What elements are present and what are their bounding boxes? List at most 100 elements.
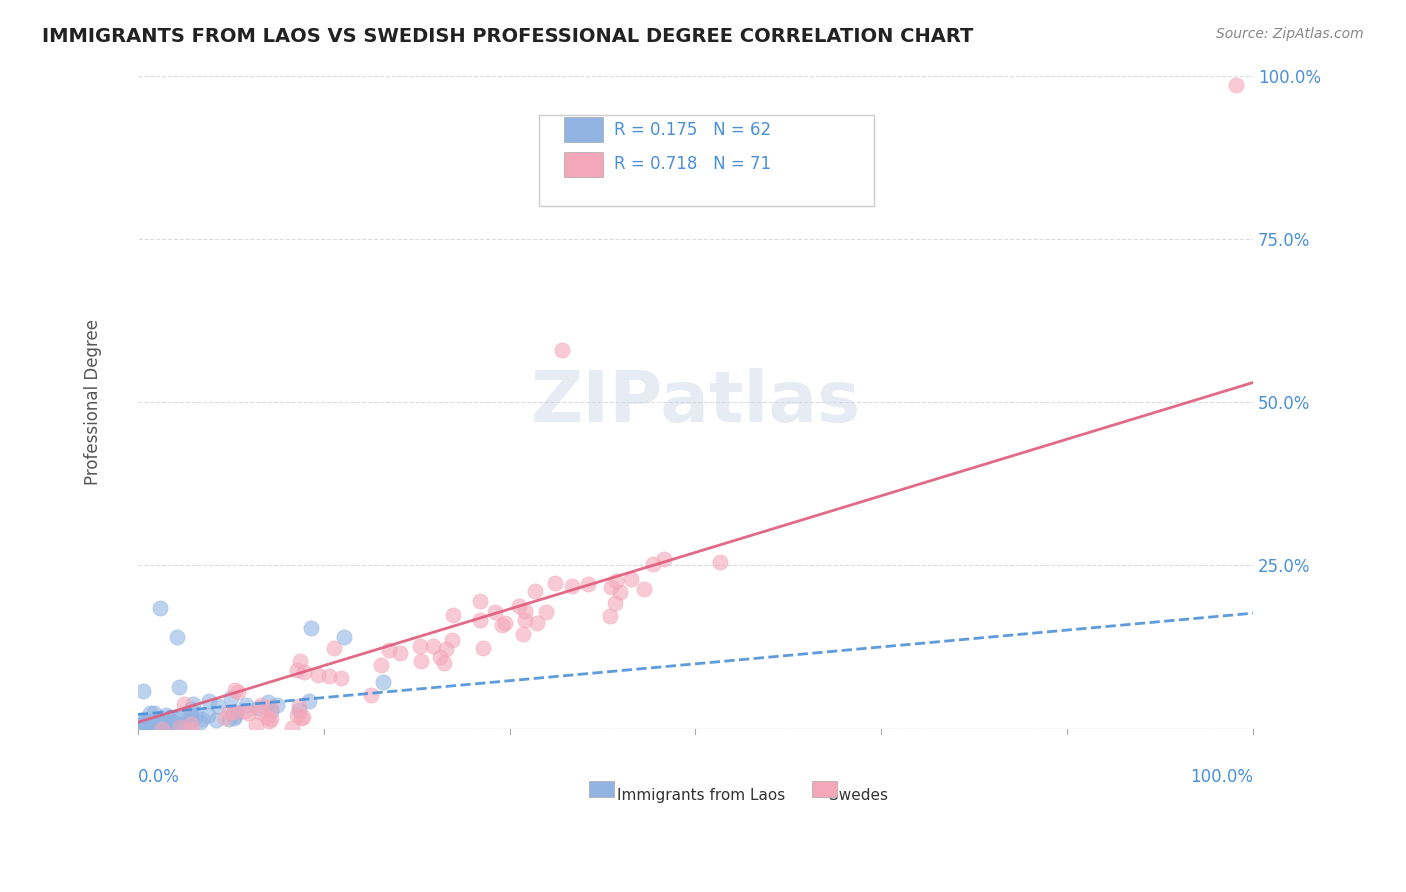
Text: Swedes: Swedes [830, 788, 889, 803]
Point [515, 604, 537, 618]
Point [599, 608, 621, 623]
Point [298, 694, 321, 708]
Text: R = 0.718   N = 71: R = 0.718 N = 71 [614, 155, 770, 173]
Point [484, 605, 506, 619]
FancyBboxPatch shape [589, 781, 614, 797]
Point [260, 711, 283, 725]
Point [224, 709, 246, 723]
Point [360, 688, 382, 702]
Point [167, 680, 190, 694]
Point [177, 715, 200, 730]
Point [512, 626, 534, 640]
Point [136, 714, 159, 728]
Point [422, 640, 444, 654]
Point [433, 656, 456, 670]
Point [388, 646, 411, 660]
Point [180, 708, 202, 723]
Point [288, 703, 311, 717]
Point [260, 700, 283, 714]
Point [260, 704, 283, 718]
Point [214, 711, 236, 725]
Point [153, 718, 176, 732]
Point [160, 714, 183, 728]
Point [134, 717, 156, 731]
Point [225, 705, 247, 719]
Point [307, 667, 329, 681]
Text: ZIPatlas: ZIPatlas [530, 368, 860, 437]
Point [609, 585, 631, 599]
Point [172, 716, 194, 731]
Point [470, 594, 492, 608]
Point [434, 641, 457, 656]
Point [159, 714, 181, 729]
Point [155, 708, 177, 723]
Point [128, 717, 150, 731]
Point [333, 631, 356, 645]
Point [290, 654, 312, 668]
Point [235, 698, 257, 713]
Point [523, 583, 546, 598]
Point [440, 632, 463, 647]
Point [207, 699, 229, 714]
Point [169, 721, 191, 735]
Point [136, 720, 159, 734]
Point [441, 608, 464, 623]
Point [167, 709, 190, 723]
Point [605, 574, 627, 588]
Point [249, 705, 271, 719]
Point [150, 722, 173, 736]
Point [292, 665, 315, 680]
Point [159, 715, 181, 730]
Point [167, 717, 190, 731]
Point [180, 716, 202, 731]
Point [205, 714, 228, 728]
Point [218, 706, 240, 720]
Point [600, 580, 623, 594]
Point [135, 718, 157, 732]
Point [222, 706, 245, 720]
Point [224, 705, 246, 719]
Point [180, 702, 202, 716]
Point [245, 718, 267, 732]
Point [166, 631, 188, 645]
Point [471, 641, 494, 656]
Point [246, 701, 269, 715]
Point [170, 708, 193, 723]
Point [652, 551, 675, 566]
Point [526, 615, 548, 630]
Point [149, 716, 172, 731]
Point [291, 709, 314, 723]
Point [285, 663, 308, 677]
FancyBboxPatch shape [813, 781, 837, 797]
Point [329, 671, 352, 685]
Point [508, 599, 530, 613]
Point [173, 697, 195, 711]
Point [370, 657, 392, 672]
Point [146, 714, 169, 728]
Point [197, 707, 219, 722]
Point [146, 714, 169, 729]
Text: IMMIGRANTS FROM LAOS VS SWEDISH PROFESSIONAL DEGREE CORRELATION CHART: IMMIGRANTS FROM LAOS VS SWEDISH PROFESSI… [42, 27, 973, 45]
Point [620, 572, 643, 586]
Point [180, 722, 202, 736]
FancyBboxPatch shape [564, 118, 603, 142]
Point [191, 712, 214, 726]
Point [257, 714, 280, 728]
Point [256, 710, 278, 724]
Point [141, 716, 163, 731]
Point [409, 640, 432, 654]
Text: R = 0.175   N = 62: R = 0.175 N = 62 [614, 120, 770, 139]
Text: Immigrants from Laos: Immigrants from Laos [617, 788, 786, 803]
Point [266, 698, 288, 713]
Point [224, 682, 246, 697]
Point [250, 698, 273, 713]
Point [709, 555, 731, 569]
Point [494, 616, 516, 631]
Point [371, 675, 394, 690]
Point [139, 716, 162, 731]
Point [544, 575, 567, 590]
Point [233, 704, 256, 718]
Point [561, 579, 583, 593]
Point [257, 695, 280, 709]
Point [190, 715, 212, 730]
